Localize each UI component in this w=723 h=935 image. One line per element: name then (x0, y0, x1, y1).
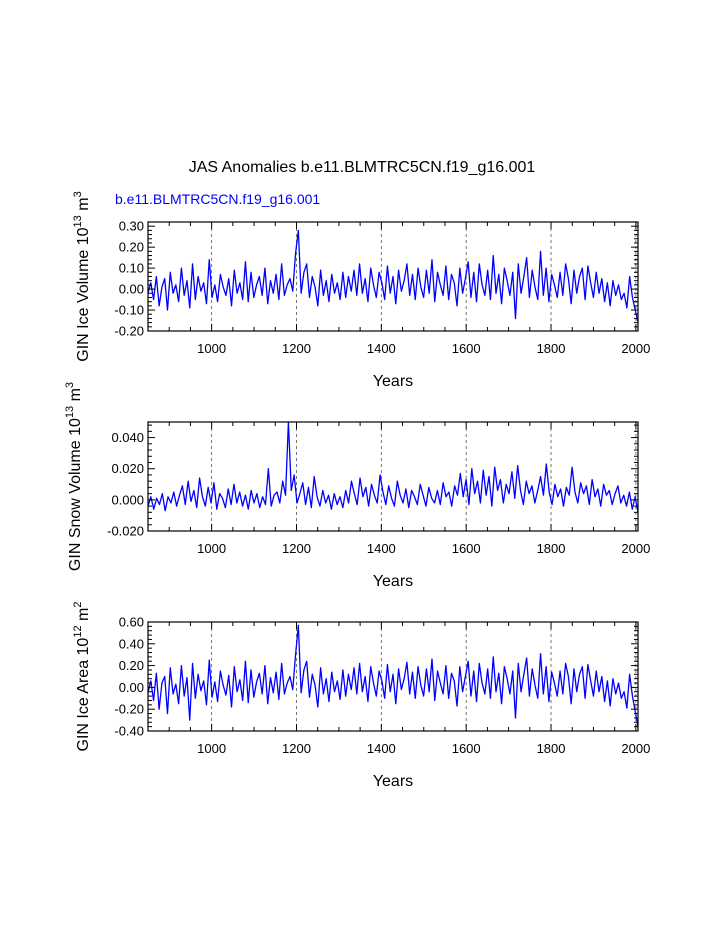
panel-snow-volume: 1000 1200 1400 1600 1800 2000 -0.020 0.000 0.020… (64, 382, 650, 590)
y-axis-label-main: GIN Snow Volume 10 (67, 418, 84, 571)
y-tick-label: 0.020 (111, 461, 144, 476)
x-tick-label: 1800 (537, 541, 566, 556)
plot-frame (147, 421, 639, 532)
y-axis-label-unit: m (75, 608, 92, 626)
y-axis-label: GIN Snow Volume 1013 m3 (64, 382, 84, 571)
y-axis-label-exponent: 12 (72, 625, 84, 637)
series-line (147, 421, 639, 513)
x-tick-label: 1400 (367, 541, 396, 556)
x-tick-label: 1200 (282, 341, 311, 356)
y-tick-label: 0.040 (111, 430, 144, 445)
x-tick-label: 1400 (367, 341, 396, 356)
x-axis-label: Years (373, 573, 413, 590)
y-axis-label-unit-exponent: 3 (64, 382, 76, 388)
x-tick-label: 1600 (452, 741, 481, 756)
x-tick-label: 1600 (452, 541, 481, 556)
y-tick-label: -0.20 (114, 702, 144, 717)
legend-label: b.e11.BLMTRC5CN.f19_g16.001 (115, 191, 320, 207)
y-tick-label: -0.10 (114, 303, 144, 318)
y-tick-label: -0.020 (107, 524, 144, 539)
y-tick-label: 0.20 (119, 658, 144, 673)
series-line (147, 624, 639, 727)
y-axis-label-unit: m (67, 388, 84, 406)
x-tick-label: 1800 (537, 741, 566, 756)
y-tick-label: 0.00 (119, 680, 144, 695)
x-axis-label: Years (373, 773, 413, 790)
y-axis-label-main: GIN Ice Area 10 (75, 638, 92, 752)
panel-ice-area: 1000 1200 1400 1600 1800 2000 -0.40 -0.20 0.00 0.… (72, 602, 650, 791)
y-axis-label-main: GIN Ice Volume 10 (75, 227, 92, 361)
panel-ice-volume: 1000 1200 1400 1600 1800 2000 -0.20 -0.10 0.00 0.… (72, 191, 650, 390)
y-tick-label: 0.40 (119, 636, 144, 651)
x-axis-label: Years (373, 373, 413, 390)
y-tick-label: 0.60 (119, 615, 144, 630)
y-tick-label: -0.40 (114, 724, 144, 739)
y-tick-label: -0.20 (114, 324, 144, 339)
x-tick-label: 1400 (367, 741, 396, 756)
x-tick-label: 2000 (621, 541, 650, 556)
x-tick-label: 1600 (452, 341, 481, 356)
y-tick-label: 0.20 (119, 240, 144, 255)
y-tick-label: 0.000 (111, 492, 144, 507)
x-tick-label: 1000 (197, 341, 226, 356)
y-tick-label: 0.00 (119, 282, 144, 297)
y-tick-label: 0.10 (119, 261, 144, 276)
x-tick-label: 2000 (621, 341, 650, 356)
y-axis-label: GIN Ice Area 1012 m2 (72, 602, 92, 752)
x-tick-label: 1800 (537, 341, 566, 356)
y-axis-label-exponent: 13 (64, 406, 76, 418)
x-tick-label: 1000 (197, 541, 226, 556)
chart-panels: 1000 1200 1400 1600 1800 2000 -0.20 -0.10 0.00 0.… (64, 191, 650, 790)
x-tick-label: 1000 (197, 741, 226, 756)
x-tick-label: 1200 (282, 541, 311, 556)
y-axis-label-unit-exponent: 2 (72, 602, 84, 608)
x-tick-label: 2000 (621, 741, 650, 756)
figure-title: JAS Anomalies b.e11.BLMTRC5CN.f19_g16.00… (189, 159, 536, 176)
series-line (147, 229, 639, 323)
y-axis-label-unit-exponent: 3 (72, 191, 84, 197)
y-axis-label-exponent: 13 (72, 215, 84, 227)
y-axis-label: GIN Ice Volume 1013 m3 (72, 191, 92, 361)
y-tick-label: 0.30 (119, 219, 144, 234)
y-axis-label-unit: m (75, 197, 92, 215)
x-tick-label: 1200 (282, 741, 311, 756)
plot-frame (147, 621, 639, 732)
